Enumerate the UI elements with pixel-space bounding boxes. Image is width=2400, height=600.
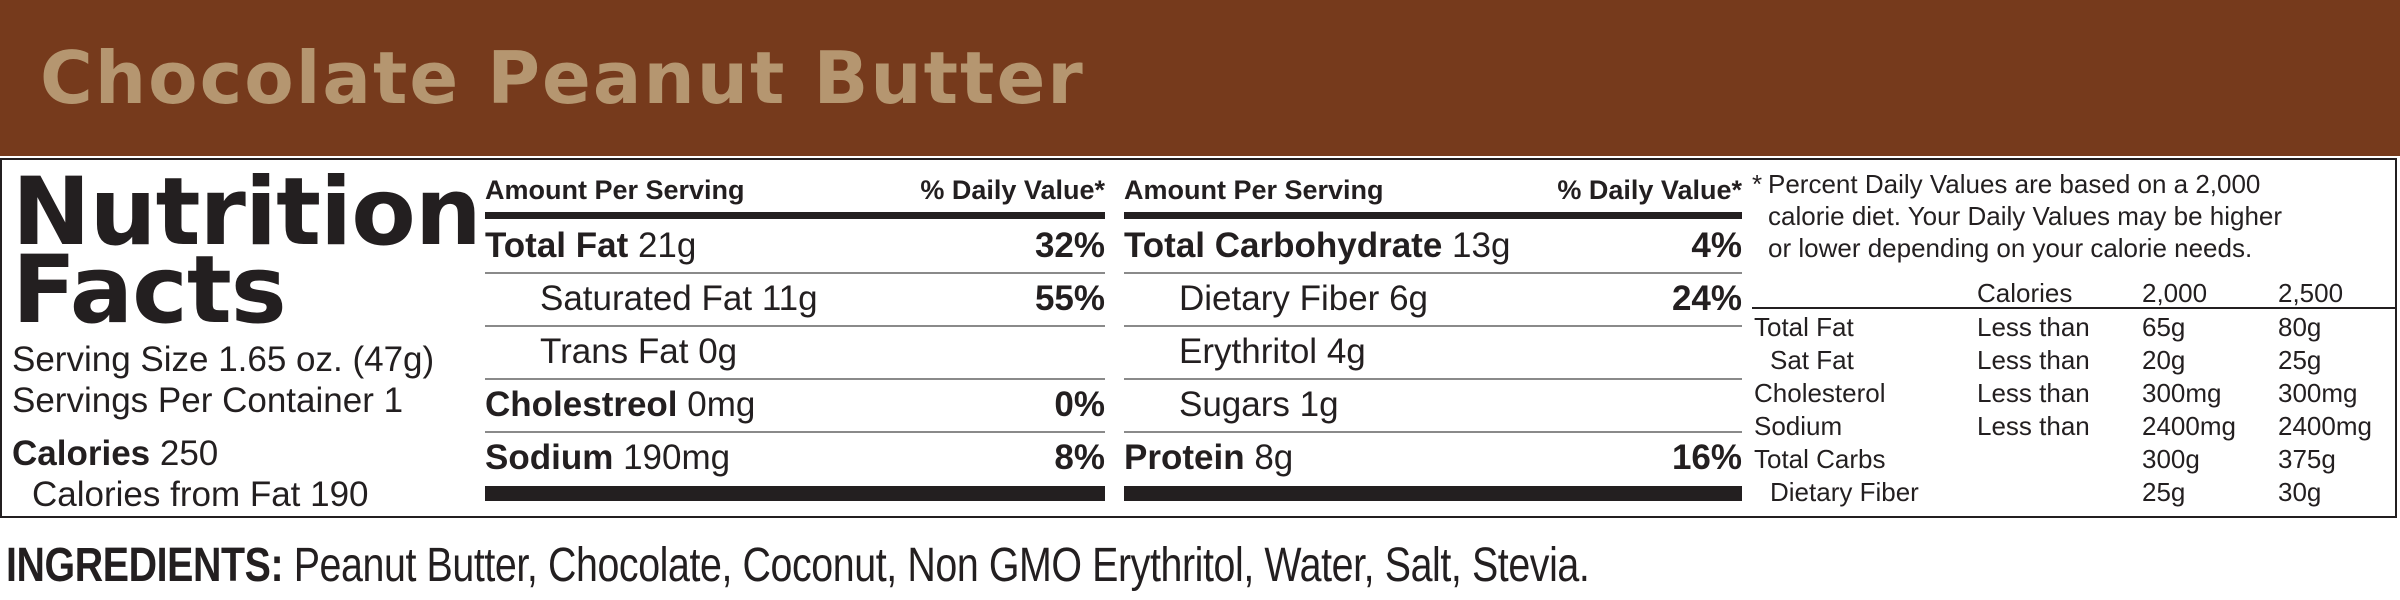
calories-value: 250: [159, 434, 219, 473]
col2-header-rule: [1124, 212, 1742, 219]
dv-row-cholesterol-2000: 300mg: [2142, 378, 2222, 408]
col2-row-dietary-fiber: Dietary Fiber 6g: [1179, 279, 1428, 319]
divider: [485, 325, 1105, 327]
footnote-line-2: calorie diet. Your Daily Values may be h…: [1768, 201, 2283, 231]
dv-row-dietary-fiber-2500: 30g: [2278, 477, 2322, 507]
col1-header-rule: [485, 212, 1105, 219]
divider: [485, 272, 1105, 274]
nutrient-name: Sugars: [1179, 385, 1290, 424]
col2-header-left: Amount Per Serving: [1124, 175, 1384, 205]
dv-row-total-fat-label: Total Fat: [1754, 312, 1854, 342]
nutrient-amount: 8g: [1254, 438, 1294, 477]
dv-header-2000: 2,000: [2142, 278, 2208, 308]
nutrient-name: Dietary Fiber: [1179, 279, 1380, 318]
nutrition-facts-title: Nutrition Facts: [12, 158, 482, 345]
dv-row-total-fat-2500: 80g: [2278, 312, 2322, 342]
dv-row-cholesterol-qualifier: Less than: [1977, 378, 2090, 408]
dv-row-total-fat-2000: 65g: [2142, 312, 2186, 342]
divider: [1124, 431, 1742, 433]
nutrient-amount: 4g: [1326, 332, 1366, 371]
nutrient-name: Erythritol: [1179, 332, 1318, 371]
nutrient-amount: 0mg: [687, 385, 756, 424]
dv-row-total-carbs-2500: 375g: [2278, 444, 2336, 474]
dv-row-sat-fat-label: Sat Fat: [1770, 345, 1854, 375]
serving-size: Serving Size 1.65 oz. (47g): [12, 340, 435, 379]
col2-bottom-rule: [1124, 486, 1742, 501]
ingredients-label: INGREDIENTS:: [6, 539, 284, 592]
nutrient-name: Saturated Fat: [540, 279, 753, 318]
dv-row-sodium-2000: 2400mg: [2142, 411, 2236, 441]
nutrient-name: Cholestreol: [485, 385, 678, 424]
calories-line: Calories 250: [12, 434, 218, 474]
title-line-2: Facts: [12, 236, 287, 345]
dv-header-2500: 2,500: [2278, 278, 2344, 308]
col1-dv-cholesterol: 0%: [1054, 385, 1105, 424]
divider: [1124, 272, 1742, 274]
col1-dv-sodium: 8%: [1054, 438, 1105, 477]
dv-table-rule: [1752, 307, 2397, 309]
col1-header-left: Amount Per Serving: [485, 175, 745, 205]
dv-row-sat-fat-qualifier: Less than: [1977, 345, 2090, 375]
dv-row-dietary-fiber-label: Dietary Fiber: [1770, 477, 1919, 507]
ingredients-text: Peanut Butter, Chocolate, Coconut, Non G…: [293, 539, 1590, 592]
col2-row-total-carbohydrate: Total Carbohydrate 13g: [1124, 226, 1510, 266]
dv-row-sodium-2500: 2400mg: [2278, 411, 2372, 441]
nutrient-amount: 190mg: [623, 438, 731, 477]
col1-row-saturated-fat: Saturated Fat 11g: [540, 279, 818, 319]
dv-row-total-carbs-label: Total Carbs: [1754, 444, 1886, 474]
dv-row-sodium-qualifier: Less than: [1977, 411, 2090, 441]
nutrient-amount: 1g: [1299, 385, 1339, 424]
dv-row-sat-fat-2500: 25g: [2278, 345, 2322, 375]
nutrition-panel: [0, 158, 2397, 518]
col2-dv-dietary-fiber: 24%: [1671, 279, 1742, 318]
nutrient-amount: 0g: [698, 332, 738, 371]
calories-label: Calories: [12, 434, 151, 473]
dv-row-sodium-label: Sodium: [1754, 411, 1843, 441]
col1-row-total-fat: Total Fat 21g: [485, 226, 696, 266]
nutrient-amount: 21g: [637, 226, 697, 265]
col1-row-cholesterol: Cholestreol 0mg: [485, 385, 755, 425]
nutrient-name: Sodium: [485, 438, 614, 477]
dv-row-dietary-fiber-2000: 25g: [2142, 477, 2186, 507]
footnote-line-3: or lower depending on your calorie needs…: [1768, 233, 2253, 263]
col2-row-protein: Protein 8g: [1124, 438, 1293, 478]
calories-from-fat: Calories from Fat 190: [32, 475, 369, 514]
nutrient-name: Protein: [1124, 438, 1245, 477]
ingredients-line: INGREDIENTS: Peanut Butter, Chocolate, C…: [6, 538, 1590, 593]
col2-row-erythritol: Erythritol 4g: [1179, 332, 1366, 372]
servings-per-container: Servings Per Container 1: [12, 381, 404, 420]
col2-dv-total-carbohydrate: 4%: [1691, 226, 1742, 265]
col2-row-sugars: Sugars 1g: [1179, 385, 1339, 425]
header-banner: Chocolate Peanut Butter: [0, 0, 2400, 156]
nutrient-amount: 6g: [1389, 279, 1428, 318]
col1-bottom-rule: [485, 486, 1105, 501]
product-title: Chocolate Peanut Butter: [40, 36, 1085, 120]
dv-row-cholesterol-2500: 300mg: [2278, 378, 2358, 408]
nutrient-amount: 13g: [1452, 226, 1511, 265]
col1-row-sodium: Sodium 190mg: [485, 438, 730, 478]
footnote-asterisk: *: [1752, 169, 1763, 199]
col1-dv-saturated-fat: 55%: [1034, 279, 1105, 318]
nutrient-name: Trans Fat: [540, 332, 689, 371]
nutrient-name: Total Fat: [485, 226, 629, 265]
col2-dv-protein: 16%: [1671, 438, 1742, 477]
divider: [485, 378, 1105, 380]
col2-header-right: % Daily Value*: [1557, 175, 1742, 205]
title-line-1: Nutrition: [12, 158, 482, 267]
footnote-line-1: Percent Daily Values are based on a 2,00…: [1768, 169, 2261, 199]
nutrient-name: Total Carbohydrate: [1124, 226, 1443, 265]
dv-row-sat-fat-2000: 20g: [2142, 345, 2186, 375]
divider: [1124, 378, 1742, 380]
dv-row-total-fat-qualifier: Less than: [1977, 312, 2090, 342]
col1-row-trans-fat: Trans Fat 0g: [540, 332, 737, 372]
nutrient-amount: 11g: [761, 279, 818, 318]
col1-header-right: % Daily Value*: [920, 175, 1105, 205]
col1-dv-total-fat: 32%: [1034, 226, 1105, 265]
dv-row-total-carbs-2000: 300g: [2142, 444, 2200, 474]
dv-header-calories: Calories: [1977, 278, 2073, 308]
divider: [485, 431, 1105, 433]
divider: [1124, 325, 1742, 327]
dv-row-cholesterol-label: Cholesterol: [1754, 378, 1886, 408]
